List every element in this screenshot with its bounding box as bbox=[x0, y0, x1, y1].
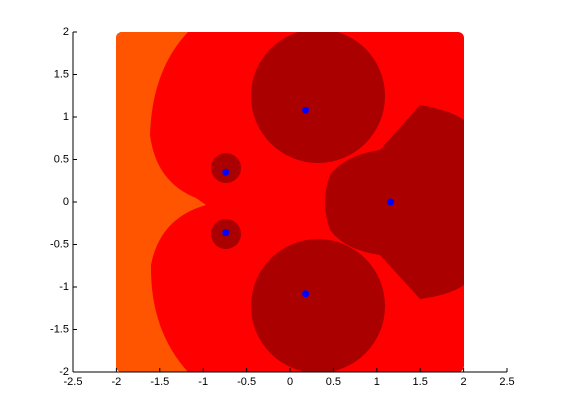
point bbox=[222, 229, 230, 237]
x-tick-label: 0 bbox=[287, 376, 293, 388]
point bbox=[302, 106, 310, 114]
basin-dark bbox=[251, 239, 385, 372]
y-tick-label: 0.5 bbox=[54, 153, 69, 165]
point bbox=[387, 198, 395, 206]
x-tick-label: -2.5 bbox=[64, 376, 83, 388]
basin-dark bbox=[325, 105, 464, 299]
x-tick-label: -1.5 bbox=[150, 376, 169, 388]
y-tick-label: 1 bbox=[63, 111, 69, 123]
x-tick-label: -1 bbox=[198, 376, 208, 388]
x-tick-label: 0.5 bbox=[326, 376, 341, 388]
y-tick-label: -1 bbox=[59, 281, 69, 293]
y-tick-label: 1.5 bbox=[54, 68, 69, 80]
x-tick-label: 1.5 bbox=[413, 376, 428, 388]
y-tick-label: -2 bbox=[59, 366, 69, 378]
point bbox=[302, 290, 310, 298]
x-tick-label: -0.5 bbox=[237, 376, 256, 388]
y-tick-label: -0.5 bbox=[50, 238, 69, 250]
x-tick-label: 2.5 bbox=[499, 376, 514, 388]
basin-image bbox=[116, 32, 464, 372]
x-tick-label: 2 bbox=[461, 376, 467, 388]
y-tick-label: -1.5 bbox=[50, 323, 69, 335]
x-tick-label: 1 bbox=[374, 376, 380, 388]
y-tick-label: 0 bbox=[63, 196, 69, 208]
basin-dark bbox=[211, 153, 241, 183]
x-tick-label: -2 bbox=[112, 376, 122, 388]
point bbox=[222, 168, 230, 176]
basin-orange bbox=[116, 32, 206, 372]
y-tick-label: 2 bbox=[63, 26, 69, 38]
basin-dark bbox=[251, 32, 385, 163]
